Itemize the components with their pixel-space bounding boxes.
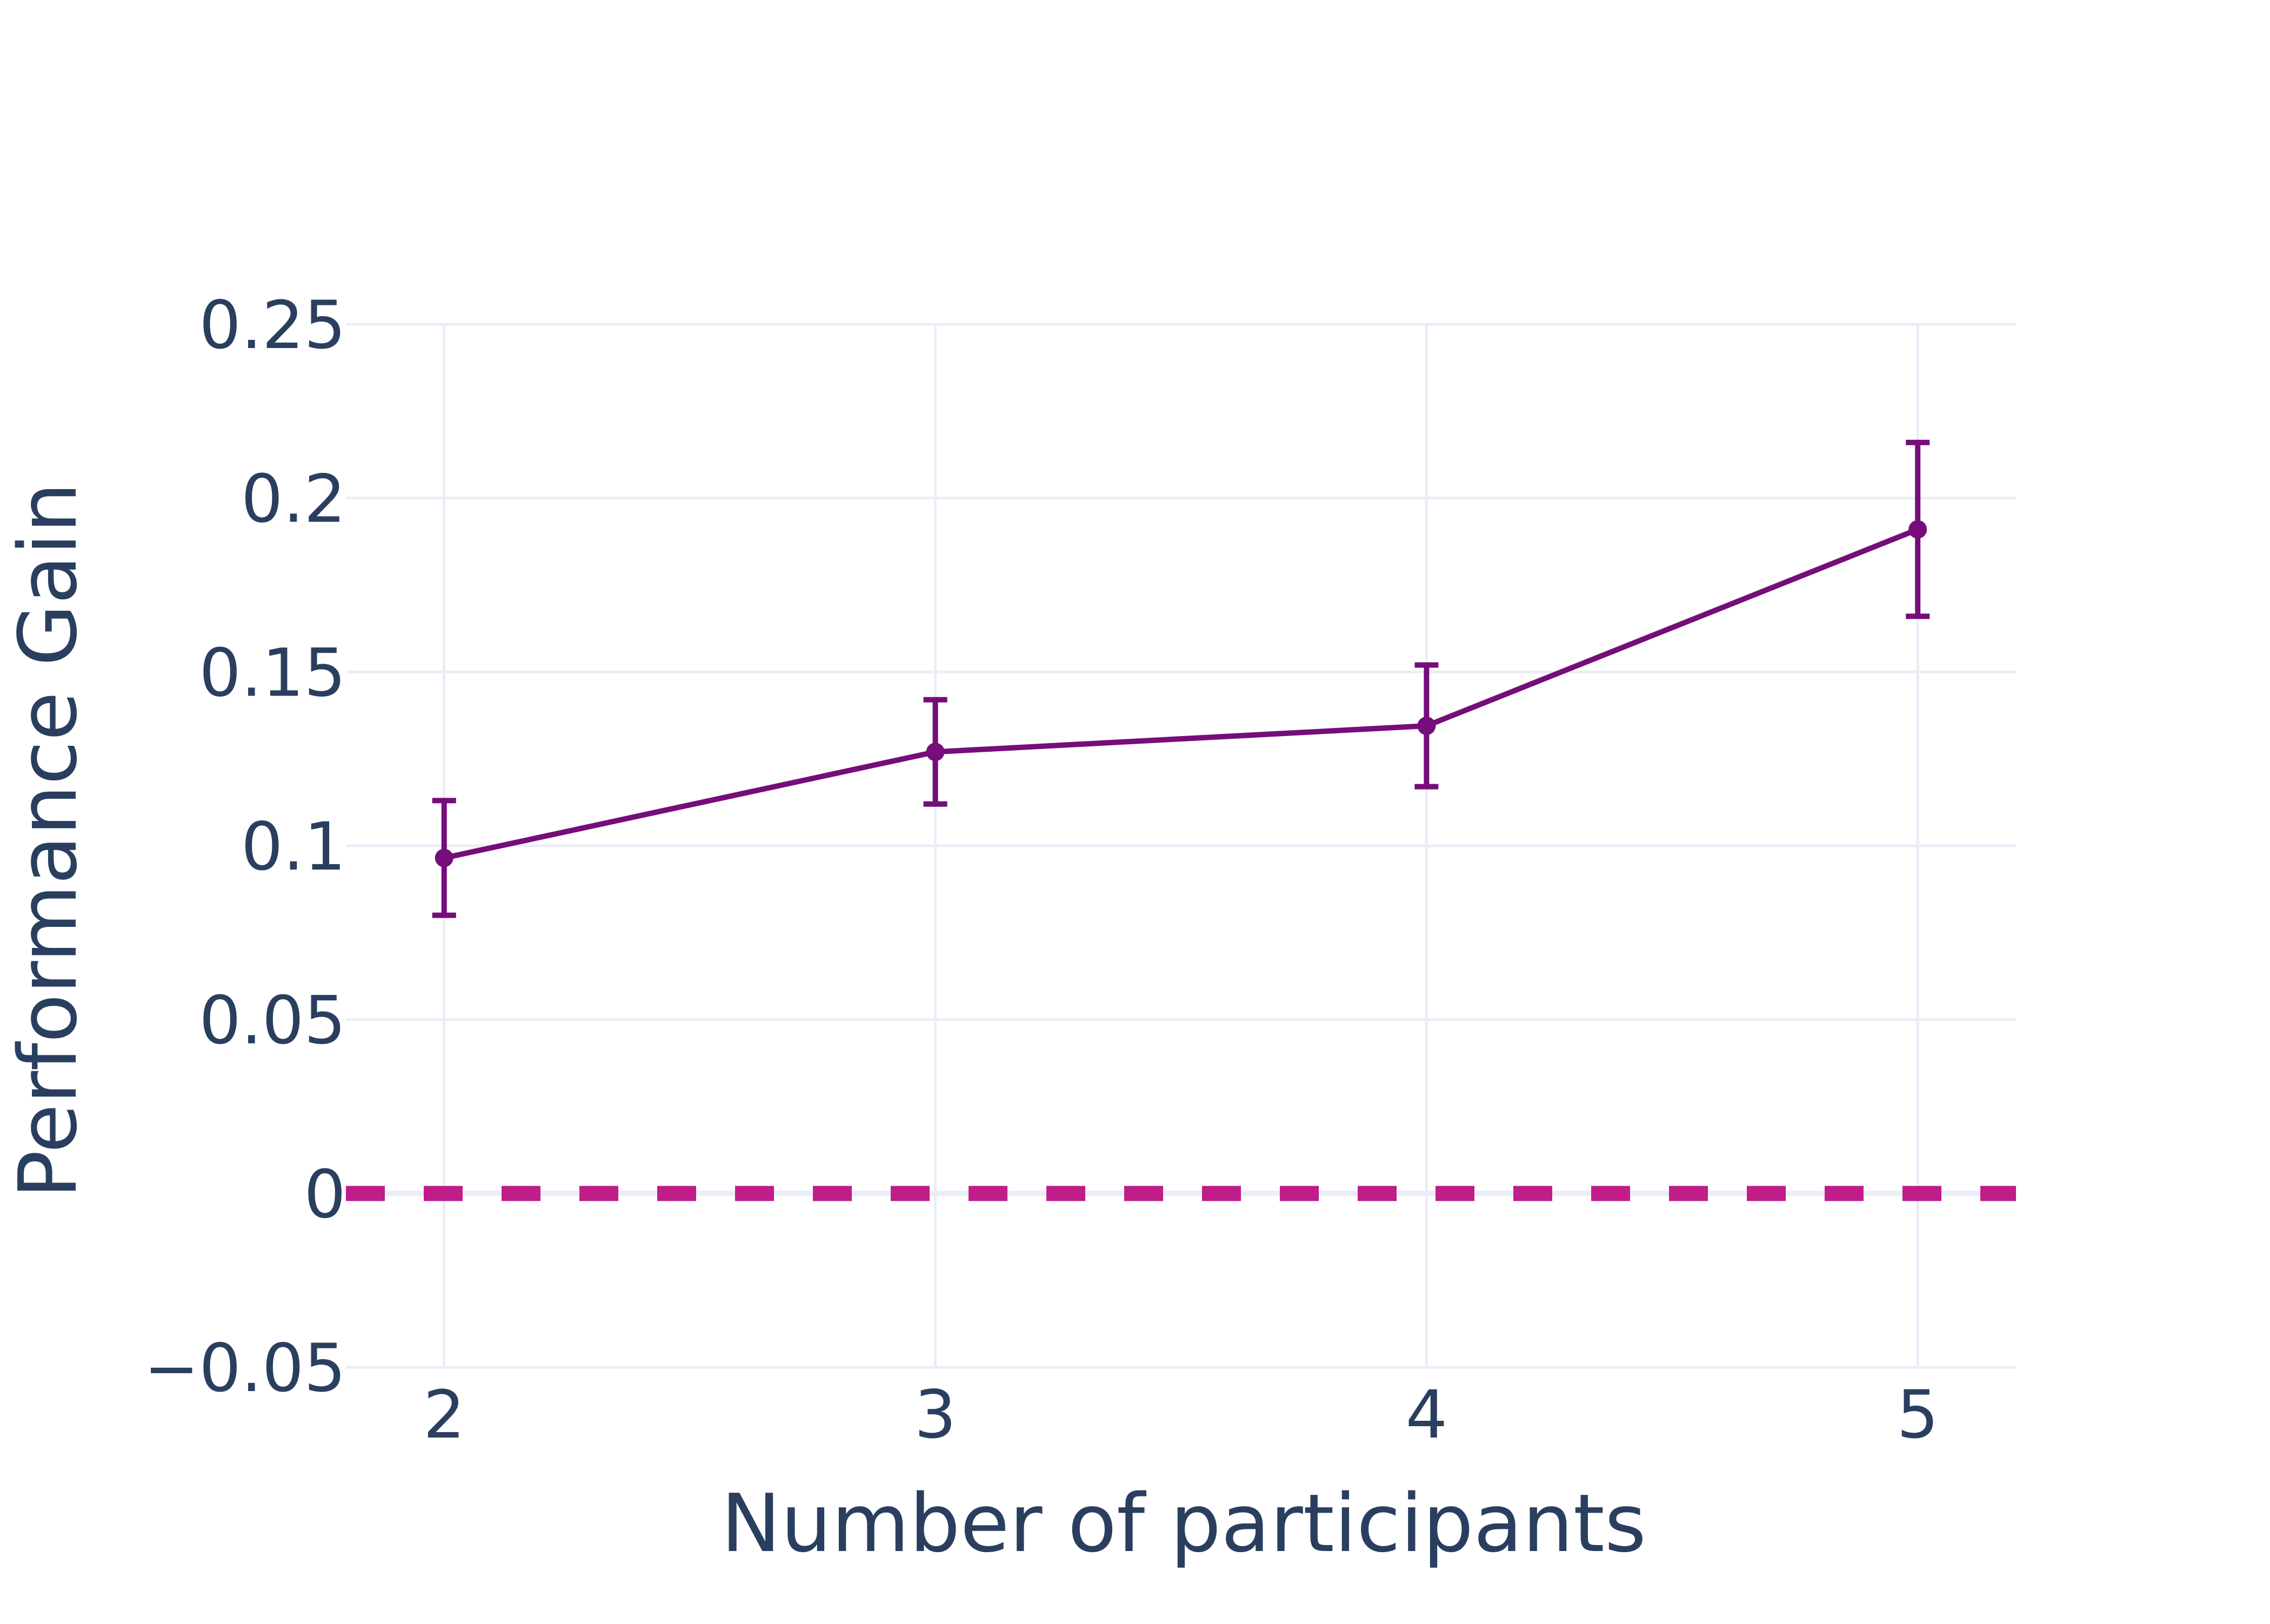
y-tick-label: 0.05 <box>199 983 346 1059</box>
data-point <box>435 848 453 867</box>
y-tick-label: 0.25 <box>199 287 346 364</box>
data-point <box>1417 717 1436 736</box>
y-tick-label: 0 <box>304 1156 346 1233</box>
x-tick-label: 3 <box>914 1376 957 1453</box>
x-tick-label: 2 <box>423 1376 465 1453</box>
x-tick-label: 5 <box>1897 1376 1939 1453</box>
x-axis-title: Number of participants <box>721 1477 1646 1570</box>
data-point <box>926 743 945 761</box>
series-layer <box>432 439 1930 918</box>
y-tick-label: 0.1 <box>241 808 346 885</box>
x-tick-label: 4 <box>1406 1376 1448 1453</box>
y-axis-title: Performance Gain <box>2 482 95 1198</box>
x-tick-labels: 2 3 4 5 <box>423 1376 1939 1453</box>
grid <box>346 323 2016 1369</box>
y-tick-labels: −0.05 0 0.05 0.1 0.15 0.2 0.25 <box>144 287 346 1407</box>
series-line <box>443 526 1919 861</box>
y-tick-label: 0.15 <box>199 634 346 711</box>
data-point <box>1908 520 1927 539</box>
y-tick-label: −0.05 <box>144 1330 346 1407</box>
y-tick-label: 0.2 <box>241 461 346 538</box>
